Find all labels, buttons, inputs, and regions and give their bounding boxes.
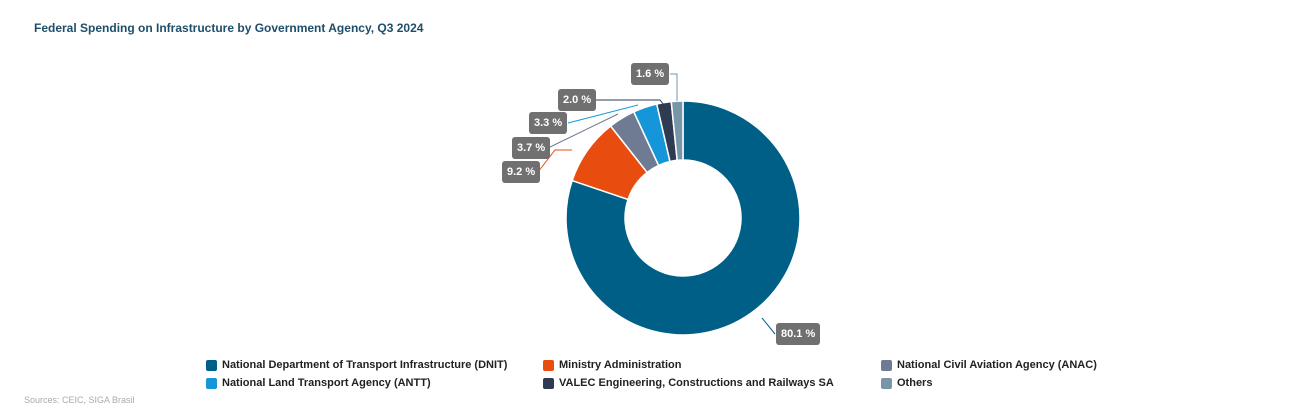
legend-item[interactable]: Others [881, 376, 1181, 390]
legend-item[interactable]: VALEC Engineering, Constructions and Rai… [543, 376, 881, 390]
legend-swatch [881, 359, 892, 371]
legend: National Department of Transport Infrast… [206, 358, 1181, 390]
data-label: 2.0 % [558, 89, 597, 111]
legend-swatch [543, 377, 554, 389]
donut-slice[interactable] [565, 100, 801, 336]
leader-line [537, 149, 572, 173]
legend-item[interactable]: National Department of Transport Infrast… [206, 358, 543, 372]
leader-line [547, 113, 619, 149]
data-label: 80.1 % [776, 323, 821, 345]
legend-swatch [881, 377, 892, 389]
source-note: Sources: CEIC, SIGA Brasil [24, 395, 135, 405]
donut-slice[interactable] [670, 100, 684, 162]
data-label: 1.6 % [631, 63, 670, 85]
data-label: 3.3 % [529, 112, 568, 134]
leader-line [761, 317, 776, 335]
legend-label: Others [897, 377, 933, 389]
legend-label: VALEC Engineering, Constructions and Rai… [559, 377, 834, 389]
legend-item[interactable]: National Land Transport Agency (ANTT) [206, 376, 543, 390]
legend-label: National Land Transport Agency (ANTT) [222, 377, 431, 389]
leader-line [594, 99, 665, 106]
leader-line [670, 73, 678, 101]
chart-title: Federal Spending on Infrastructure by Go… [34, 21, 424, 35]
legend-label: National Civil Aviation Agency (ANAC) [897, 359, 1097, 371]
legend-label: Ministry Administration [559, 359, 682, 371]
data-label: 9.2 % [502, 161, 541, 183]
legend-swatch [206, 377, 217, 389]
leader-line [567, 104, 639, 124]
legend-label: National Department of Transport Infrast… [222, 359, 508, 371]
legend-item[interactable]: Ministry Administration [543, 358, 881, 372]
legend-swatch [543, 359, 554, 371]
legend-swatch [206, 359, 217, 371]
data-label: 3.7 % [512, 137, 551, 159]
legend-item[interactable]: National Civil Aviation Agency (ANAC) [881, 358, 1181, 372]
